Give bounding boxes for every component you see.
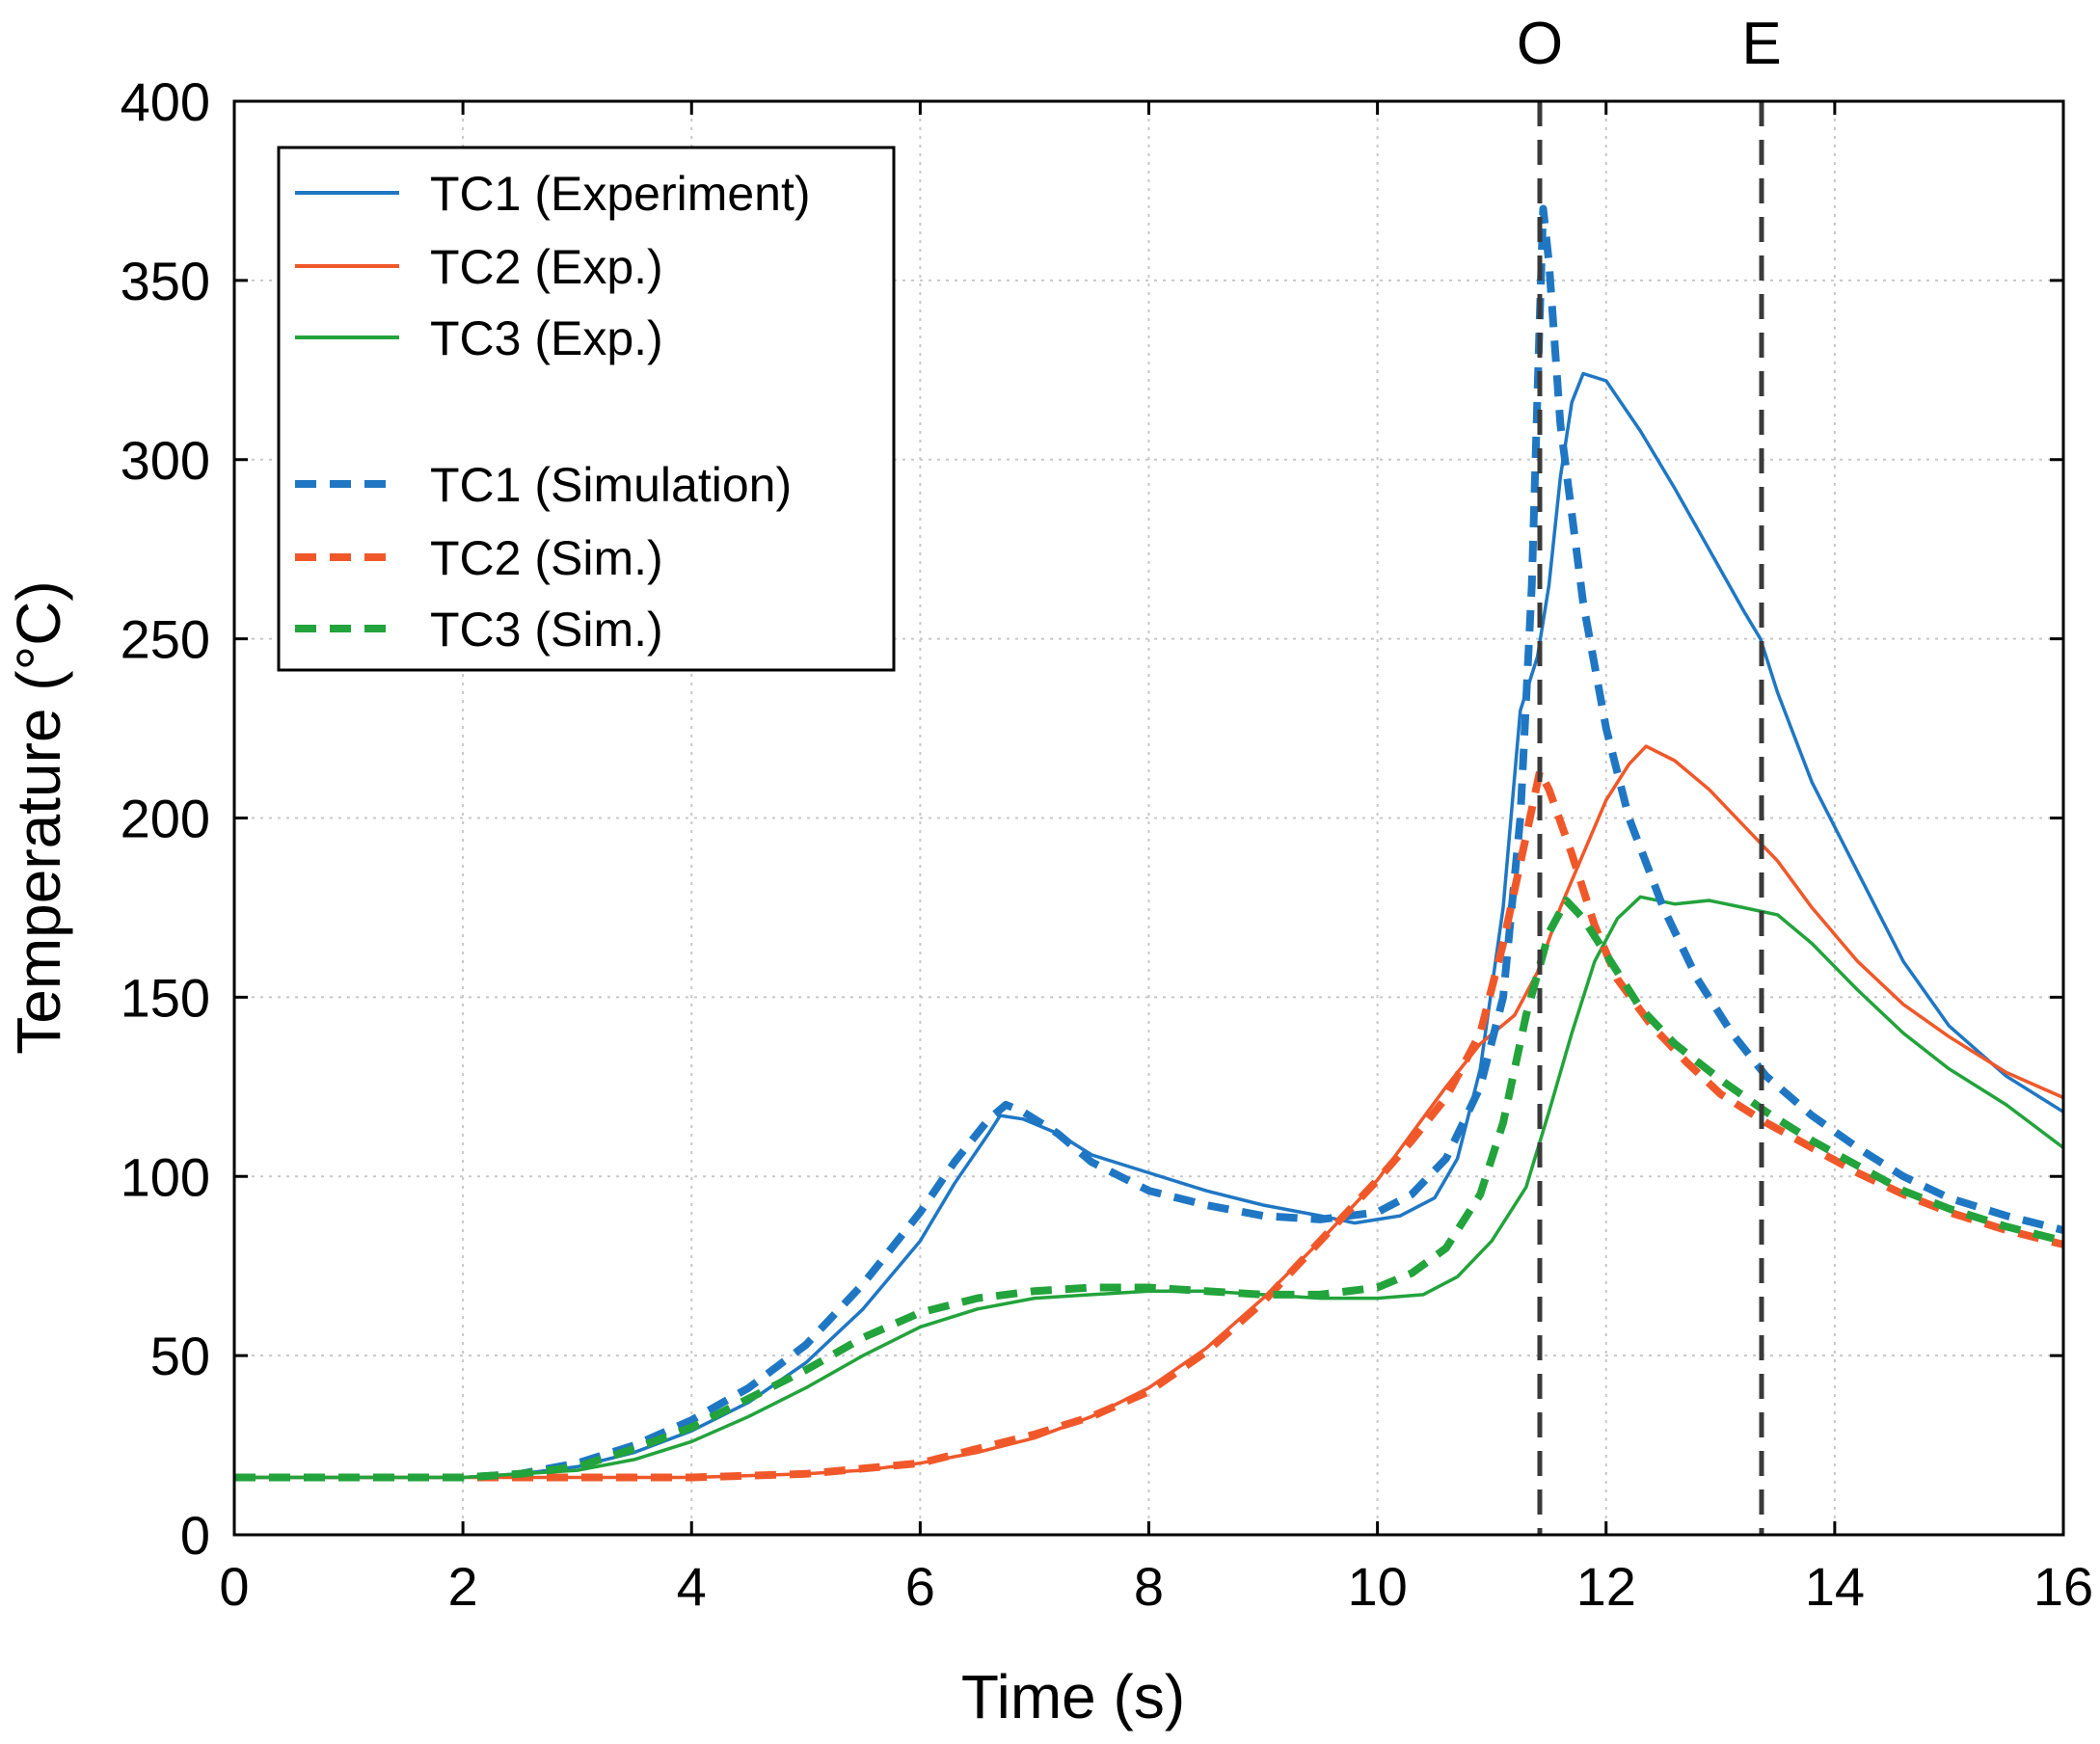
marker-label-E: E (1741, 11, 1781, 77)
legend-box (277, 146, 896, 672)
y-tick-label: 200 (121, 789, 210, 849)
legend-label-2: TC2 (Exp.) (430, 240, 663, 294)
y-tick-label: 150 (121, 967, 210, 1028)
x-tick-label: 10 (1347, 1556, 1407, 1617)
series-line-5 (234, 767, 2064, 1482)
legend-label-6: TC3 (Sim.) (430, 603, 663, 657)
series-line-6 (234, 897, 2064, 1482)
legend: TC1 (Experiment) TC2 (Exp.) TC3 (Exp.) TC1 … (277, 146, 896, 672)
x-tick-label: 2 (448, 1556, 478, 1617)
x-axis-title: Time (s) (961, 1662, 1185, 1731)
y-tick-label: 250 (121, 609, 210, 670)
series-line-1 (234, 371, 2064, 1480)
y-tick-label: 350 (121, 251, 210, 311)
y-tick-label: 300 (121, 430, 210, 491)
y-axis-title: Temperature (°C) (4, 580, 73, 1055)
legend-label-1: TC1 (Experiment) (430, 167, 811, 221)
x-tick-label: 14 (1805, 1556, 1865, 1617)
marker-label-O: O (1517, 11, 1563, 77)
legend-label-4: TC1 (Simulation) (430, 458, 792, 512)
x-tick-label: 0 (219, 1556, 249, 1617)
axis-ticks: 0 2 4 6 8 10 12 14 16 0 50 100 150 200 250 300 350 400 (121, 71, 2094, 1617)
series-line-4 (234, 204, 2064, 1482)
x-tick-label: 12 (1576, 1556, 1636, 1617)
x-tick-label: 8 (1134, 1556, 1164, 1617)
x-tick-label: 16 (2033, 1556, 2093, 1617)
x-tick-label: 4 (677, 1556, 707, 1617)
legend-label-5: TC2 (Sim.) (430, 531, 663, 585)
x-tick-label: 6 (905, 1556, 935, 1617)
y-tick-label: 50 (150, 1326, 210, 1386)
series-line-3 (234, 895, 2065, 1480)
y-tick-label: 100 (121, 1146, 210, 1207)
series-lines (234, 204, 2065, 1482)
y-tick-label: 400 (121, 71, 210, 132)
y-tick-label: 0 (180, 1505, 210, 1566)
legend-label-3: TC3 (Exp.) (430, 311, 663, 365)
